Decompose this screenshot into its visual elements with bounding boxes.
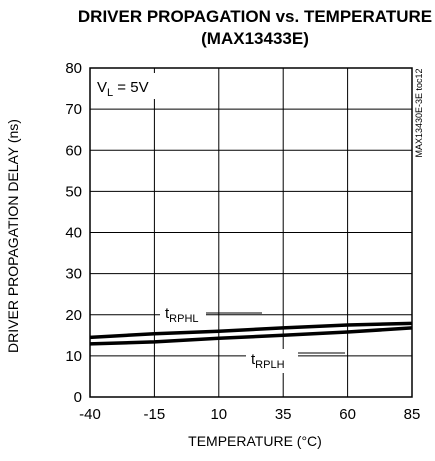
series-label-rphl-sub: RPHL <box>169 313 198 325</box>
series-label-rplh-bg <box>246 349 298 373</box>
y-tick-label: 80 <box>65 60 82 77</box>
y-tick-label: 30 <box>65 266 82 283</box>
y-tick-label: 60 <box>65 142 82 159</box>
plot-frame <box>89 67 413 398</box>
x-tick-labels: -40 -15 10 35 60 85 <box>79 406 420 423</box>
chart-title: DRIVER PROPAGATION vs. TEMPERATURE <box>78 7 432 26</box>
series-label-rplh-text: tRPLH <box>251 351 285 371</box>
condition-label: VL = 5V <box>97 79 149 99</box>
y-axis-label: DRIVER PROPAGATION DELAY (ns) <box>5 119 21 353</box>
series-label-rphl: tRPHL <box>160 301 206 325</box>
condition-label-bg <box>93 73 157 99</box>
x-tick-label: 35 <box>275 406 292 423</box>
series-line-rplh <box>89 326 413 346</box>
y-tick-label: 50 <box>65 183 82 200</box>
x-axis-label: TEMPERATURE (°C) <box>188 433 322 449</box>
y-tick-labels: 0 10 20 30 40 50 60 70 80 <box>65 60 82 406</box>
series-lines <box>89 312 413 354</box>
series-line-rphl <box>89 321 413 340</box>
x-tick-label: -15 <box>144 406 166 423</box>
y-tick-label: 20 <box>65 307 82 324</box>
condition-sub: L <box>107 87 113 99</box>
x-tick-label: 10 <box>210 406 227 423</box>
condition-var: V <box>97 79 107 96</box>
x-tick-label: 60 <box>339 406 356 423</box>
series-label-rphl-text: tRPHL <box>165 305 199 325</box>
part-code: MAX13430E-3E toc12 <box>414 68 424 157</box>
series-label-rphl-bg <box>160 301 206 325</box>
series-label-rplh-main: t <box>251 351 256 368</box>
y-tick-label: 40 <box>65 225 82 242</box>
y-tick-label: 0 <box>74 389 82 406</box>
y-tick-label: 10 <box>65 348 82 365</box>
series-label-rplh: tRPLH <box>246 349 298 373</box>
series-label-rphl-main: t <box>165 305 170 322</box>
grid <box>90 68 412 397</box>
condition-rest: = 5V <box>113 79 148 96</box>
series-label-rplh-sub: RPLH <box>255 359 284 371</box>
x-tick-label: -40 <box>79 406 101 423</box>
y-tick-label: 70 <box>65 101 82 118</box>
x-tick-label: 85 <box>404 406 421 423</box>
chart-subtitle: (MAX13433E) <box>201 29 309 48</box>
